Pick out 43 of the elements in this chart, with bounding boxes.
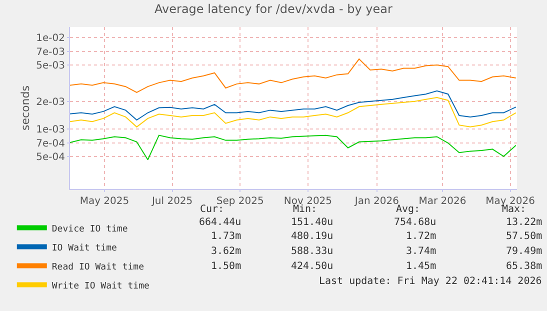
text: 664.44u bbox=[199, 217, 242, 228]
text: Max: bbox=[502, 204, 526, 215]
text: 13.22m bbox=[506, 217, 542, 228]
text: Last update: Fri May 22 02:41:14 2026 bbox=[319, 276, 542, 287]
text: 1.45m bbox=[406, 261, 436, 272]
text: 480.19u bbox=[291, 231, 334, 242]
y-tick-label: 5e-04 bbox=[36, 152, 65, 163]
text: 57.50m bbox=[506, 231, 542, 242]
text: 65.38m bbox=[506, 261, 542, 272]
text: 1.72m bbox=[406, 231, 436, 242]
legend-label: IO Wait time bbox=[52, 243, 117, 254]
x-tick-label: Mar 2026 bbox=[418, 196, 466, 207]
x-tick-label: Jan 2026 bbox=[354, 196, 399, 207]
line-series bbox=[70, 90, 516, 120]
line-series bbox=[70, 134, 516, 160]
x-tick-label: May 2025 bbox=[80, 196, 130, 207]
x-tick-label: Jul 2025 bbox=[150, 196, 193, 207]
y-tick-label: 7e-03 bbox=[36, 47, 65, 58]
text: Avg: bbox=[396, 204, 420, 215]
text: Min: bbox=[293, 204, 318, 215]
text: 79.49m bbox=[506, 246, 542, 257]
text: 588.33u bbox=[291, 246, 334, 257]
y-axis-title: seconds bbox=[18, 85, 32, 130]
text: 754.68u bbox=[394, 217, 436, 228]
line-series bbox=[70, 58, 516, 93]
line-series bbox=[70, 97, 516, 128]
text: 1.50m bbox=[211, 261, 242, 272]
text: Cur: bbox=[200, 204, 224, 215]
text: 3.62m bbox=[211, 246, 242, 257]
legend-label: Read IO Wait time bbox=[52, 262, 144, 272]
y-tick-label: 7e-04 bbox=[36, 138, 65, 150]
y-tick-label: 2e-03 bbox=[36, 96, 65, 108]
y-tick-label: 1e-03 bbox=[36, 124, 65, 136]
x-tick-label: Sep 2025 bbox=[216, 196, 264, 207]
text: 3.74m bbox=[406, 246, 436, 257]
text: 151.40u bbox=[291, 217, 334, 228]
text: 424.50u bbox=[291, 261, 334, 272]
y-tick-label: 1e-02 bbox=[36, 32, 65, 44]
text: 1.73m bbox=[211, 231, 242, 242]
y-tick-label: 5e-03 bbox=[36, 60, 65, 72]
chart-title: Average latency for /dev/xvda - by year bbox=[154, 2, 393, 16]
legend-label: Device IO time bbox=[52, 224, 128, 234]
legend-label: Write IO Wait time bbox=[52, 281, 150, 292]
